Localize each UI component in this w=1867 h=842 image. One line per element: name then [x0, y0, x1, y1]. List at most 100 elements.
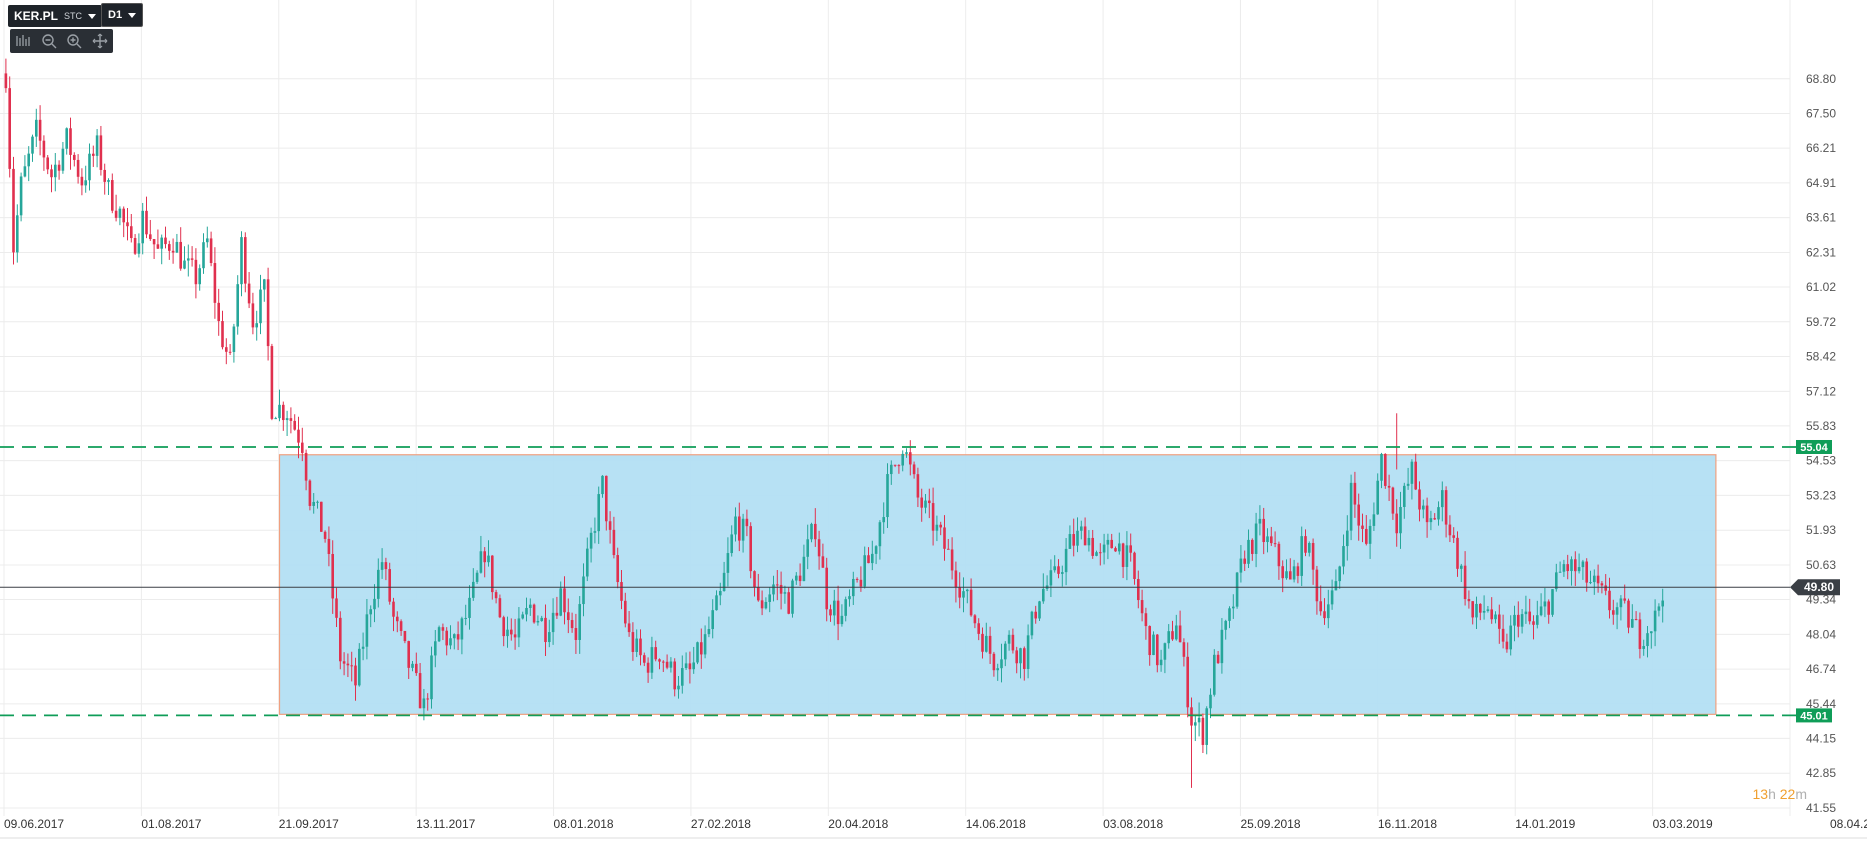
candle-body — [228, 351, 232, 353]
candle-body — [464, 617, 467, 619]
candle-body — [399, 621, 403, 631]
candle-body — [1292, 566, 1296, 580]
candle-body — [99, 135, 103, 170]
candle-body — [1433, 518, 1436, 520]
zoom-in-icon[interactable] — [65, 32, 83, 50]
candle-body — [1581, 561, 1585, 568]
candle-body — [1642, 646, 1645, 649]
candle-body — [1315, 569, 1319, 602]
candle-body — [308, 480, 312, 506]
candle-body — [1228, 608, 1231, 621]
x-tick-label: 01.08.2017 — [141, 817, 201, 831]
candle-body — [1167, 631, 1170, 644]
candle-body — [80, 176, 84, 186]
y-tick-label: 50.63 — [1806, 558, 1836, 572]
chevron-down-icon — [128, 12, 137, 18]
zoom-out-icon[interactable] — [40, 32, 58, 50]
candle-body — [1007, 634, 1011, 644]
candle-body — [916, 474, 920, 498]
candle-body — [673, 661, 676, 690]
candle-body — [1585, 561, 1588, 583]
y-tick-label: 45.44 — [1806, 697, 1836, 711]
chart-tools — [10, 29, 113, 53]
candle-body — [719, 591, 722, 596]
x-tick-label: 08.04.2019 — [1830, 817, 1867, 831]
candle-body — [1194, 722, 1197, 726]
candle-body — [1163, 643, 1167, 660]
candle-body — [692, 662, 695, 670]
candle-body — [1467, 599, 1471, 602]
candle-body — [445, 630, 448, 646]
candle-body — [61, 148, 65, 171]
candle-body — [152, 239, 156, 245]
candle-body — [12, 168, 15, 253]
candle-body — [973, 615, 977, 624]
candle-body — [1384, 453, 1387, 486]
candle-body — [586, 548, 589, 577]
crosshair-icon[interactable] — [91, 32, 109, 50]
candle-body — [244, 237, 247, 284]
candle-body — [1657, 606, 1661, 611]
candle-body — [1604, 585, 1607, 591]
candle-body — [437, 627, 441, 642]
candle-body — [829, 609, 832, 616]
candle-body — [179, 241, 182, 269]
candle-body — [190, 258, 194, 260]
candle-body — [1448, 524, 1452, 536]
candle-body — [707, 629, 711, 635]
candle-body — [574, 628, 578, 640]
candle-body — [1323, 611, 1326, 619]
candle-body — [1577, 567, 1581, 572]
chevron-down-icon — [88, 13, 97, 19]
candle-body — [1456, 537, 1459, 569]
candle-body — [396, 616, 399, 622]
candle-body — [1543, 601, 1547, 607]
y-tick-label: 61.02 — [1806, 280, 1836, 294]
candle-body — [293, 420, 296, 430]
timeframe-selector[interactable]: D1 — [101, 3, 144, 27]
candle-body — [536, 620, 540, 623]
candle-body — [1156, 634, 1159, 666]
candle-body — [1239, 558, 1243, 573]
candle-body — [1596, 575, 1600, 584]
candle-body — [1338, 566, 1341, 582]
candle-body — [1368, 525, 1372, 544]
candle-body — [1646, 633, 1649, 647]
candle-body — [855, 578, 859, 580]
candle-body — [479, 551, 483, 573]
candle-body — [928, 500, 931, 504]
candle-body — [601, 475, 604, 495]
candle-body — [19, 176, 23, 216]
candle-body — [791, 580, 794, 614]
candle-body — [969, 589, 973, 616]
candle-body — [209, 238, 213, 264]
candle-body — [350, 665, 353, 667]
candle-body — [1224, 620, 1227, 630]
candle-body — [1308, 543, 1311, 553]
y-tick-label: 58.42 — [1806, 350, 1836, 364]
candle-body — [905, 452, 908, 454]
candle-body — [939, 524, 942, 528]
symbol-selector[interactable]: KER.PL STC — [8, 5, 103, 27]
candle-body — [821, 556, 825, 568]
y-tick-label: 64.91 — [1806, 176, 1836, 190]
candle-body — [312, 501, 315, 506]
candle-body — [1486, 609, 1490, 611]
candle-body — [669, 661, 673, 668]
candle-body — [266, 279, 270, 347]
candle-body — [1498, 614, 1501, 629]
candle-body — [734, 516, 737, 535]
candle-body — [1346, 530, 1349, 547]
candle-body — [1627, 600, 1630, 628]
candle-body — [472, 581, 475, 598]
candle-body — [529, 604, 532, 608]
candle-body — [1201, 717, 1205, 745]
candle-body — [677, 685, 680, 690]
candle-body — [878, 522, 882, 547]
candle-body — [434, 641, 437, 656]
indicators-icon[interactable] — [14, 32, 32, 50]
y-tick-label: 62.31 — [1806, 245, 1836, 259]
candle-body — [646, 662, 650, 673]
candle-body — [1216, 654, 1220, 664]
